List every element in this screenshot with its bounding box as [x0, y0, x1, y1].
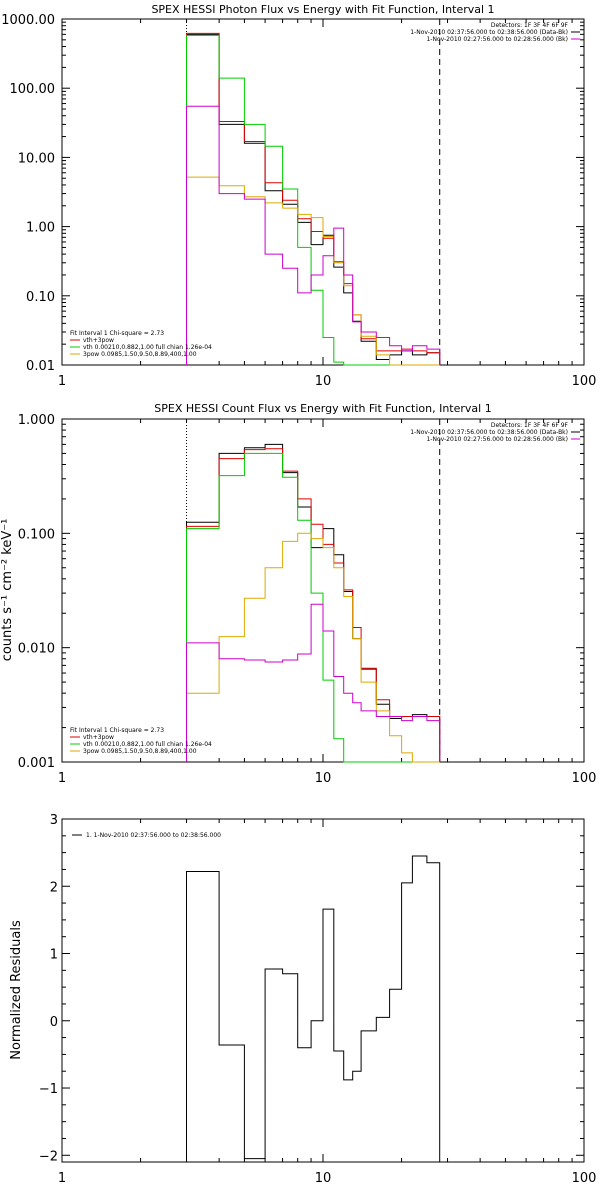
x-tick-label: 10: [315, 771, 332, 786]
legend-entry: Fit Interval 1 Chi-square = 2.73: [70, 330, 164, 337]
legend-entry: 3pow 0.0985,1.50,9.50,8.89,400,1.00: [83, 351, 197, 358]
y-tick-label: 1.00: [26, 221, 55, 236]
x-tick-label: 1: [58, 374, 66, 389]
series-line: [186, 34, 440, 366]
chart-title: SPEX HESSI Count Flux vs Energy with Fit…: [154, 402, 491, 415]
count-flux-panel: SPEX HESSI Count Flux vs Energy with Fit…: [0, 402, 596, 786]
legend-entry: 1-Nov-2010 02:27:56.000 to 02:28:56.000 …: [426, 436, 568, 443]
y-tick-label: 3: [50, 813, 58, 828]
plot-frame: [61, 418, 585, 763]
y-tick-label: 10.00: [18, 151, 55, 166]
x-tick-label: 100: [572, 771, 597, 786]
chart-title: SPEX HESSI Photon Flux vs Energy with Fi…: [151, 3, 494, 16]
series-line: [186, 855, 441, 1162]
legend-entry: vth 0.00210,0.882,1.00 full chian 1.26e-…: [83, 344, 212, 351]
y-axis-label: counts s⁻¹ cm⁻² keV⁻¹: [0, 519, 15, 662]
legend-entry: 1-Nov-2010 02:37:56.000 to 02:38:56.000 …: [410, 429, 568, 436]
series-line: [186, 176, 440, 366]
y-tick-label: −1: [39, 1082, 58, 1097]
y-tick-label: 1.000: [18, 413, 55, 428]
x-tick-label: 10: [315, 1171, 332, 1186]
legend-entry: 1-Nov-2010 02:37:56.000 to 02:38:56.000 …: [410, 29, 568, 36]
x-tick-label: 1: [58, 771, 66, 786]
y-tick-label: 0.100: [18, 527, 55, 542]
series-line: [186, 448, 441, 762]
x-tick-label: 100: [572, 374, 597, 389]
series-line: [186, 603, 441, 762]
legend-entry: 1. 1-Nov-2010 02:37:56.000 to 02:38:56.0…: [86, 832, 221, 839]
series-line: [186, 443, 441, 762]
legend-entry: Detectors: 1F 3F 4F 6F 9F: [491, 422, 569, 429]
x-tick-label: 1: [58, 1171, 66, 1186]
x-tick-label: 100: [572, 1171, 597, 1186]
y-tick-label: 2: [50, 880, 58, 895]
y-axis-label: Normalized Residuals: [9, 920, 24, 1060]
legend-entry: 1-Nov-2010 02:27:56.000 to 02:28:56.000 …: [426, 36, 568, 43]
legend-entry: vth+3pow: [83, 337, 114, 344]
series-line: [186, 32, 441, 365]
y-tick-label: −2: [39, 1149, 58, 1164]
legend-entry: vth 0.00210,0.882,1.00 full chian 1.26e-…: [83, 741, 212, 748]
y-tick-label: 1000.00: [1, 13, 55, 28]
y-tick-label: 0: [50, 1015, 58, 1030]
y-tick-label: 0.10: [26, 290, 55, 305]
y-tick-label: 0.010: [18, 642, 55, 657]
photon-flux-panel: SPEX HESSI Photon Flux vs Energy with Fi…: [1, 3, 596, 389]
series-line: [186, 532, 440, 763]
y-tick-label: 100.00: [10, 82, 56, 97]
legend-entry: Fit Interval 1 Chi-square = 2.73: [70, 727, 164, 734]
legend-entry: vth+3pow: [83, 734, 114, 741]
x-tick-label: 10: [315, 374, 332, 389]
legend-entry: 3pow 0.0985,1.50,9.50,8.89,400,1.00: [83, 748, 197, 755]
legend-entry: Detectors: 1F 3F 4F 6F 9F: [491, 22, 569, 29]
series-line: [186, 452, 440, 763]
y-tick-label: 1: [50, 948, 58, 963]
series-line: [186, 33, 441, 365]
series-line: [186, 105, 441, 365]
y-tick-label: 0.001: [18, 756, 55, 771]
y-tick-label: 0.01: [26, 359, 55, 374]
